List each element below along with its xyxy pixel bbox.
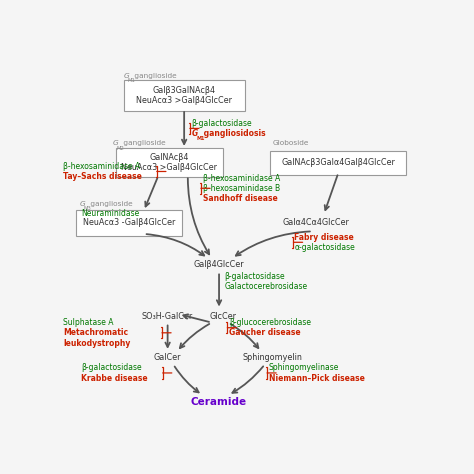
Text: leukodystrophy: leukodystrophy — [63, 338, 130, 347]
Text: β-hexosaminidase B: β-hexosaminidase B — [202, 184, 280, 193]
FancyBboxPatch shape — [271, 151, 406, 174]
Text: Sphingomyelin: Sphingomyelin — [242, 354, 302, 363]
Text: α-galactosidase: α-galactosidase — [294, 243, 355, 252]
Text: G: G — [80, 201, 85, 207]
Text: M2: M2 — [117, 146, 125, 151]
Text: G: G — [124, 73, 129, 79]
Text: ganglioside: ganglioside — [88, 201, 133, 207]
FancyBboxPatch shape — [124, 80, 245, 111]
Text: Galactocerebrosidase: Galactocerebrosidase — [225, 283, 308, 292]
Text: Ceramide: Ceramide — [191, 397, 247, 407]
Text: β-hexosaminidase A: β-hexosaminidase A — [202, 173, 280, 182]
Text: Fabry disease: Fabry disease — [294, 233, 354, 242]
Text: GalNAcβ4
NeuAcα3 >Galβ4GlcCer: GalNAcβ4 NeuAcα3 >Galβ4GlcCer — [121, 153, 218, 173]
Text: ganglioside: ganglioside — [121, 140, 166, 146]
Text: Globoside: Globoside — [272, 140, 309, 146]
Text: Krabbe disease: Krabbe disease — [82, 374, 148, 383]
Text: β-galactosidase: β-galactosidase — [82, 364, 142, 373]
Text: GlcCer: GlcCer — [209, 311, 236, 320]
Text: Galβ4GlcCer: Galβ4GlcCer — [194, 260, 245, 269]
FancyBboxPatch shape — [76, 210, 182, 236]
Text: Galβ3GalNAcβ4
NeuAcα3 >Galβ4GlcCer: Galβ3GalNAcβ4 NeuAcα3 >Galβ4GlcCer — [136, 85, 232, 105]
Text: Niemann–Pick disease: Niemann–Pick disease — [269, 374, 365, 383]
Text: Sandhoff disease: Sandhoff disease — [202, 194, 277, 203]
Text: Gaucher disease: Gaucher disease — [229, 328, 301, 337]
Text: Sulphatase A: Sulphatase A — [63, 318, 113, 327]
Text: G: G — [191, 129, 198, 138]
Text: Tay–Sachs disease: Tay–Sachs disease — [63, 172, 142, 181]
Text: M1: M1 — [196, 136, 205, 141]
Text: SO₃H-GalCer: SO₃H-GalCer — [142, 311, 193, 320]
Text: β-hexosaminidase A: β-hexosaminidase A — [63, 162, 140, 171]
Text: GalNAcβ3Galα4Galβ4GlcCer: GalNAcβ3Galα4Galβ4GlcCer — [282, 158, 395, 167]
Text: gangliosidosis: gangliosidosis — [201, 129, 265, 138]
Text: Sphingomyelinase: Sphingomyelinase — [269, 364, 339, 373]
Text: GalCer: GalCer — [154, 354, 182, 363]
Text: Galα4Cα4GlcCer: Galα4Cα4GlcCer — [283, 219, 350, 228]
Text: M1: M1 — [128, 78, 136, 83]
Text: G: G — [112, 140, 118, 146]
Text: β-glucocerebrosidase: β-glucocerebrosidase — [229, 318, 311, 327]
Text: Metachromatic: Metachromatic — [63, 328, 128, 337]
Text: NeuAcα3 -Galβ4GlcCer: NeuAcα3 -Galβ4GlcCer — [83, 219, 175, 228]
Text: ganglioside: ganglioside — [132, 73, 177, 79]
Text: β-galactosidase: β-galactosidase — [191, 119, 252, 128]
Text: β-galactosidase: β-galactosidase — [225, 272, 285, 281]
FancyBboxPatch shape — [116, 148, 223, 177]
Text: Neuraminidase: Neuraminidase — [82, 210, 139, 219]
Text: M3: M3 — [84, 206, 91, 211]
